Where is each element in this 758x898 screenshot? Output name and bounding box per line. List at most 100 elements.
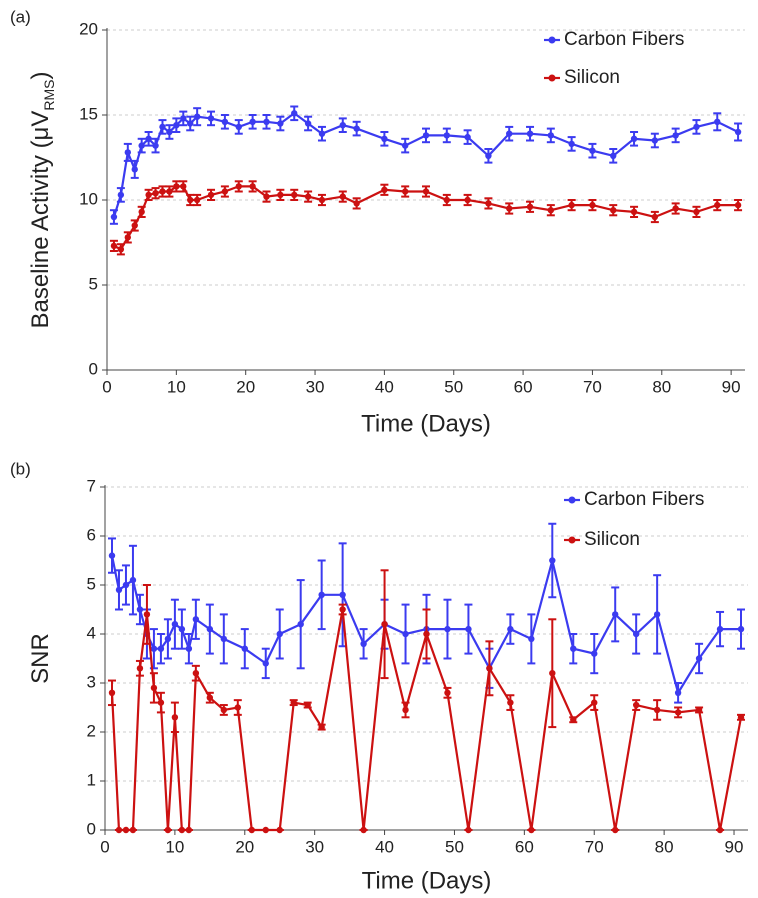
x-tick-label: 30 <box>306 377 325 396</box>
point <box>235 183 242 190</box>
legend-label: Silicon <box>584 529 640 550</box>
point <box>143 611 151 618</box>
x-tick-label: 10 <box>165 837 184 856</box>
point <box>423 630 430 638</box>
point <box>318 591 325 598</box>
y-tick-label: 2 <box>87 721 96 740</box>
point <box>276 826 283 834</box>
x-tick-label: 80 <box>652 377 671 396</box>
point <box>714 118 721 126</box>
point <box>138 142 145 149</box>
y-tick-label: 3 <box>87 672 96 691</box>
point <box>651 213 659 221</box>
point <box>630 208 638 216</box>
point <box>136 665 144 672</box>
y-tick-label: 6 <box>87 525 96 544</box>
point <box>568 140 575 148</box>
legend-marker <box>548 36 556 44</box>
point <box>465 826 472 834</box>
point <box>695 655 703 662</box>
point <box>422 188 430 195</box>
point <box>672 205 679 212</box>
point <box>124 149 132 156</box>
point <box>570 716 577 723</box>
point <box>152 142 159 149</box>
point <box>486 665 493 672</box>
x-tick-label: 90 <box>722 377 741 396</box>
point <box>136 606 144 613</box>
y-axis-label: SNR <box>27 633 54 684</box>
point <box>187 120 194 127</box>
point <box>221 188 229 195</box>
point <box>716 826 724 834</box>
point <box>129 826 137 834</box>
point <box>180 183 187 190</box>
y-tick-label: 5 <box>89 274 98 293</box>
point <box>187 196 194 204</box>
point <box>290 699 297 706</box>
point <box>737 714 745 721</box>
point <box>693 208 700 216</box>
point <box>178 625 186 633</box>
point <box>152 190 159 197</box>
legend-label: Silicon <box>564 67 620 88</box>
x-axis-label: Time (Days) <box>362 867 492 894</box>
point <box>651 137 659 144</box>
x-tick-label: 40 <box>375 377 394 396</box>
point <box>192 670 200 677</box>
point <box>164 826 172 834</box>
point <box>339 193 346 200</box>
point <box>672 132 679 139</box>
panel-label: (b) <box>10 459 31 478</box>
point <box>507 699 514 706</box>
point <box>401 188 409 195</box>
point <box>157 645 165 652</box>
point <box>714 201 721 209</box>
point <box>297 621 304 628</box>
point <box>591 650 598 657</box>
x-axis-label: Time (Days) <box>361 410 491 437</box>
y-axis-label-part: Baseline Activity (μV <box>27 111 54 329</box>
y-axis-label-part: RMS <box>41 79 57 110</box>
point <box>612 611 619 618</box>
point <box>263 118 270 126</box>
point <box>674 709 682 716</box>
point <box>549 670 556 677</box>
point <box>150 645 158 652</box>
point <box>262 660 269 667</box>
y-tick-label: 7 <box>87 476 96 495</box>
point <box>241 645 248 652</box>
point <box>653 611 661 618</box>
point <box>117 246 125 253</box>
point <box>166 128 173 136</box>
point <box>129 576 137 584</box>
point <box>131 166 138 173</box>
point <box>115 826 123 834</box>
y-tick-label: 20 <box>79 19 98 38</box>
point <box>124 234 132 241</box>
point <box>249 118 256 126</box>
point <box>193 113 201 120</box>
panel-label: (a) <box>10 7 31 26</box>
point <box>318 130 326 137</box>
point <box>360 640 367 647</box>
x-tick-label: 90 <box>725 837 744 856</box>
x-tick-label: 50 <box>445 837 464 856</box>
point <box>207 115 215 122</box>
point <box>589 201 596 209</box>
point <box>549 557 556 564</box>
point <box>173 183 180 190</box>
point <box>506 205 513 212</box>
point <box>159 188 166 195</box>
point <box>185 645 193 652</box>
point <box>171 621 179 628</box>
point <box>507 625 514 633</box>
point <box>304 701 311 709</box>
point <box>465 625 472 633</box>
point <box>131 222 138 229</box>
point <box>443 196 451 204</box>
legend-marker <box>568 496 576 504</box>
point <box>157 699 165 706</box>
point <box>734 201 742 209</box>
